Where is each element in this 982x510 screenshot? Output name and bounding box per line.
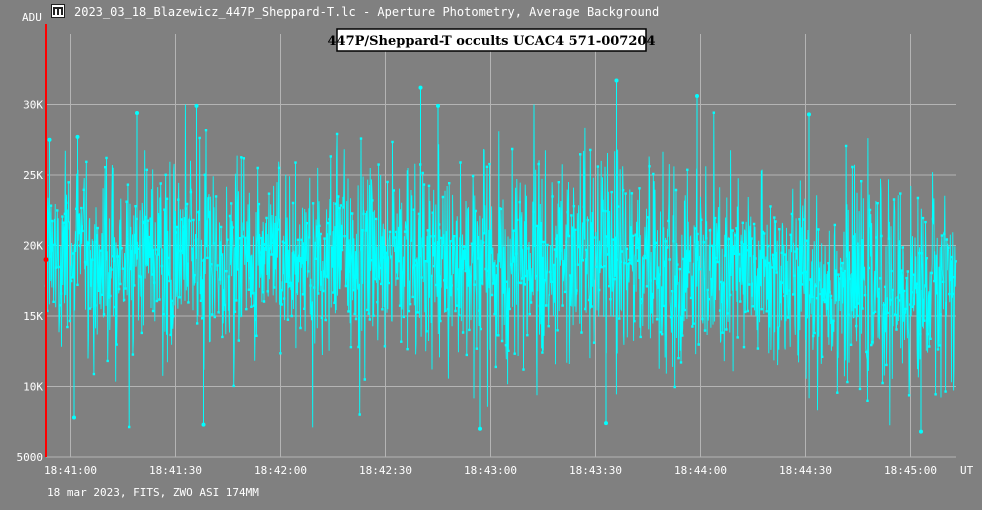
extreme-point — [604, 421, 608, 426]
extreme-point — [695, 94, 699, 99]
window-header: 2023_03_18_Blazewicz_447P_Sheppard-T.lc … — [0, 0, 982, 24]
y-tick-label: 5000 — [17, 451, 44, 464]
y-tick-label: 30K — [23, 99, 43, 112]
extreme-point — [194, 103, 199, 108]
x-tick-label: 18:41:30 — [149, 464, 202, 477]
extreme-point — [47, 137, 52, 142]
x-tick-label: 18:42:30 — [359, 464, 412, 477]
extreme-point — [919, 429, 923, 434]
x-tick-label: 18:42:00 — [254, 464, 307, 477]
x-axis-unit: UT — [960, 464, 974, 477]
window-title: 2023_03_18_Blazewicz_447P_Sheppard-T.lc … — [74, 5, 660, 19]
chart-title-box: 447P/Sheppard-T occults UCAC4 571-007204 — [328, 28, 656, 52]
series-flux — [44, 104, 957, 429]
y-tick-label: 15K — [23, 310, 43, 323]
x-tick-label: 18:43:00 — [464, 464, 517, 477]
extreme-point — [614, 78, 619, 83]
y-tick-label: 20K — [23, 240, 43, 253]
x-tick-labels: 18:41:00 18:41:30 18:42:00 18:42:30 18:43:00… — [44, 464, 937, 477]
x-tick-label: 18:41:00 — [44, 464, 97, 477]
x-tick-label: 18:44:00 — [674, 464, 727, 477]
extreme-point — [807, 112, 811, 117]
chart-title: 447P/Sheppard-T occults UCAC4 571-007204 — [328, 34, 656, 49]
lightcurve-app-icon[interactable] — [51, 4, 65, 18]
y-axis-label: ADU — [22, 11, 42, 24]
acquisition-caption: 18 mar 2023, FITS, ZWO ASI 174MM — [47, 486, 259, 499]
y-tick-labels: 5000 10K 15K 20K 25K 30K — [17, 99, 44, 465]
extreme-point — [436, 103, 440, 108]
time-cursor-dot — [43, 257, 49, 263]
extreme-point — [72, 415, 76, 420]
x-tick-label: 18:45:00 — [884, 464, 937, 477]
extreme-point — [418, 85, 423, 90]
extreme-point — [75, 134, 80, 139]
series-extremes — [47, 78, 923, 434]
extreme-point — [478, 426, 482, 431]
y-tick-label: 10K — [23, 381, 43, 394]
extreme-point — [135, 110, 139, 115]
extreme-point — [201, 422, 206, 427]
y-tick-label: 25K — [23, 169, 43, 182]
x-tick-label: 18:43:30 — [569, 464, 622, 477]
series-line — [45, 104, 957, 428]
x-tick-label: 18:44:30 — [779, 464, 832, 477]
